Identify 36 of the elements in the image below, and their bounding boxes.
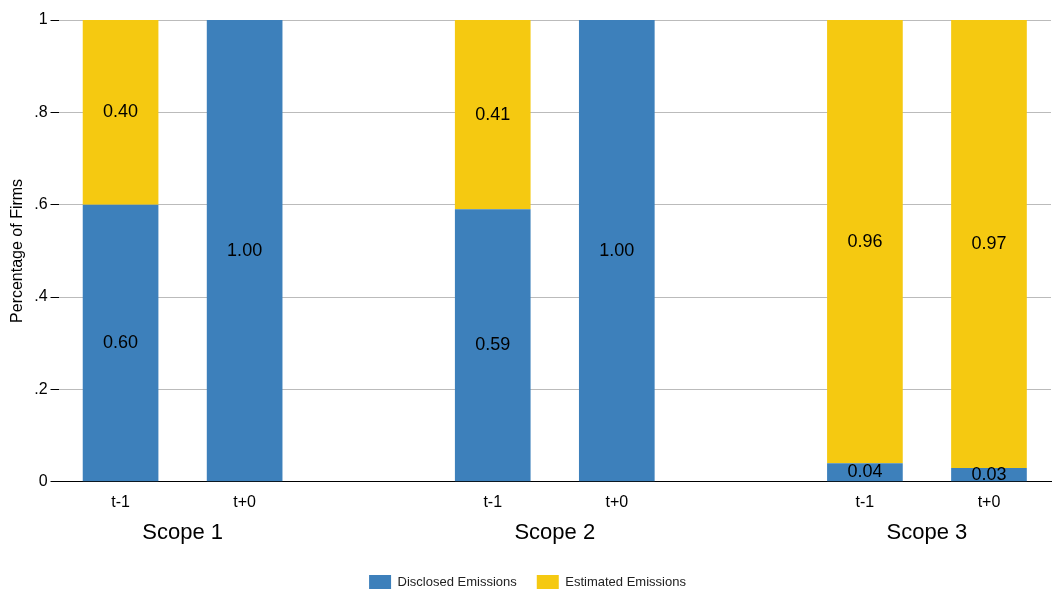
y-tick-label: .2 — [34, 379, 48, 397]
text: Scope 3 — [886, 518, 968, 544]
text: Scope 2 — [514, 518, 596, 544]
data-label: 0.03 — [971, 463, 1007, 484]
data-label: 0.40 — [103, 101, 139, 122]
data-label: 0.60 — [103, 331, 139, 352]
bar — [578, 20, 655, 482]
y-axis-title: Percentage of Firms — [8, 178, 26, 323]
legend-label: Estimated Emissions — [565, 573, 687, 589]
x-tick-label: t-1 — [111, 492, 131, 510]
data-label: 0.97 — [971, 232, 1007, 253]
y-tick-label: .6 — [34, 195, 48, 213]
x-tick-label: t+0 — [605, 492, 629, 510]
text: Scope 1 — [142, 518, 223, 544]
x-tick-label: t-1 — [483, 492, 503, 510]
data-label: 0.96 — [847, 230, 883, 251]
y-tick-label: 0 — [38, 472, 48, 490]
x-tick-label: t+0 — [233, 492, 257, 510]
y-tick-label: 1 — [38, 10, 48, 28]
bar — [82, 20, 159, 205]
data-label: 1.00 — [599, 239, 635, 260]
data-label: 0.59 — [475, 334, 511, 355]
legend-label: Disclosed Emissions — [397, 573, 518, 589]
y-tick-label: .4 — [34, 287, 48, 305]
bar — [827, 20, 903, 464]
x-tick-label: t+0 — [977, 492, 1001, 510]
bar — [454, 209, 531, 482]
y-tick-label: .8 — [34, 102, 48, 120]
data-label: 0.41 — [475, 103, 511, 124]
x-tick-label: t-1 — [855, 492, 875, 510]
bar — [206, 20, 283, 482]
bar — [951, 20, 1027, 468]
bar — [82, 204, 159, 482]
bar — [454, 20, 531, 210]
data-label: 0.04 — [847, 461, 883, 482]
data-label: 1.00 — [227, 239, 263, 260]
